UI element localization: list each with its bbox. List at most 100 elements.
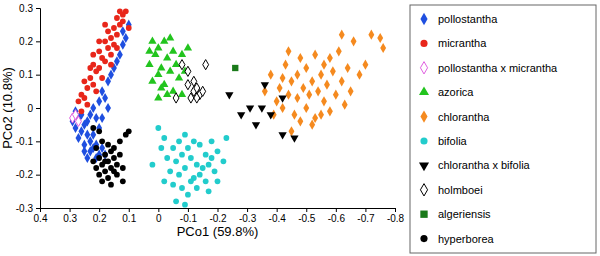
point bbox=[318, 70, 324, 80]
point bbox=[278, 132, 286, 139]
legend-label: hyperborea bbox=[438, 233, 495, 245]
point bbox=[157, 63, 165, 70]
point bbox=[96, 155, 102, 161]
point bbox=[117, 152, 123, 158]
tick: -0.2 bbox=[209, 208, 227, 224]
legend: pollostanthamicranthapollostantha x micr… bbox=[410, 5, 596, 253]
point bbox=[84, 85, 90, 91]
point bbox=[194, 162, 200, 168]
point bbox=[327, 106, 333, 116]
point bbox=[155, 125, 161, 131]
point bbox=[173, 158, 179, 164]
point bbox=[108, 35, 114, 41]
point bbox=[164, 155, 170, 161]
point bbox=[206, 188, 212, 194]
point bbox=[178, 90, 186, 97]
point bbox=[90, 125, 96, 131]
point bbox=[297, 116, 303, 126]
point bbox=[87, 75, 93, 81]
point bbox=[179, 185, 185, 191]
points bbox=[70, 8, 387, 207]
tick-label: -0.5 bbox=[298, 213, 316, 224]
point bbox=[184, 43, 192, 50]
point bbox=[90, 52, 96, 58]
point bbox=[200, 86, 206, 96]
tick-mark bbox=[36, 175, 40, 176]
point bbox=[258, 106, 266, 113]
tick-mark bbox=[306, 208, 307, 212]
x-axis-title: PCo1 (59.8%) bbox=[177, 224, 259, 239]
point bbox=[197, 142, 203, 148]
point bbox=[111, 155, 117, 161]
point bbox=[90, 82, 96, 88]
point bbox=[309, 76, 315, 86]
point bbox=[126, 128, 132, 134]
legend-label: chlorantha x bifolia bbox=[438, 159, 531, 171]
point bbox=[102, 168, 108, 174]
series bbox=[173, 60, 208, 104]
point bbox=[178, 50, 186, 57]
point bbox=[99, 178, 105, 184]
tick-mark bbox=[277, 208, 278, 212]
point bbox=[105, 45, 111, 51]
point bbox=[102, 93, 108, 103]
legend-box bbox=[410, 5, 596, 253]
tick-label: -0.2 bbox=[16, 169, 34, 180]
point bbox=[172, 60, 180, 67]
tick-label: -0.8 bbox=[387, 213, 405, 224]
point bbox=[194, 93, 200, 103]
point bbox=[252, 122, 260, 129]
point bbox=[96, 48, 102, 54]
tick: 0.2 bbox=[19, 36, 40, 47]
point bbox=[154, 70, 162, 77]
tick-label: 0.4 bbox=[34, 213, 48, 224]
point bbox=[161, 135, 167, 141]
point bbox=[209, 138, 215, 144]
point bbox=[342, 100, 348, 110]
point bbox=[99, 138, 105, 144]
tick-label: 0 bbox=[27, 103, 33, 114]
point bbox=[283, 60, 289, 70]
tick-mark bbox=[365, 208, 366, 212]
point bbox=[380, 43, 386, 53]
y-axis: -0.3-0.2-0.100.10.20.3 bbox=[16, 3, 41, 214]
point bbox=[105, 175, 111, 181]
point bbox=[166, 33, 174, 40]
point bbox=[286, 46, 292, 56]
point bbox=[176, 172, 182, 178]
legend-label: pollostantha x micrantha bbox=[438, 62, 558, 74]
chart: 0.40.30.20.10-0.1-0.2-0.3-0.4-0.5-0.6-0.… bbox=[0, 0, 600, 256]
point bbox=[120, 178, 126, 184]
point bbox=[185, 145, 191, 151]
point bbox=[268, 70, 274, 80]
series bbox=[76, 8, 132, 114]
legend-symbol bbox=[420, 184, 427, 196]
point bbox=[289, 76, 295, 86]
point bbox=[280, 73, 286, 83]
point bbox=[150, 162, 156, 168]
point bbox=[126, 25, 132, 31]
point bbox=[197, 172, 203, 178]
tick-mark bbox=[36, 108, 40, 109]
tick: -0.7 bbox=[357, 208, 375, 224]
point bbox=[102, 158, 108, 164]
series bbox=[232, 65, 238, 71]
tick: -0.4 bbox=[269, 208, 287, 224]
point bbox=[191, 76, 197, 86]
point bbox=[76, 133, 82, 143]
point bbox=[223, 135, 229, 141]
legend-symbol bbox=[419, 162, 429, 171]
point bbox=[148, 37, 156, 44]
point bbox=[290, 136, 298, 143]
point bbox=[215, 178, 221, 184]
point bbox=[76, 98, 82, 104]
tick-label: -0.7 bbox=[357, 213, 375, 224]
point bbox=[157, 83, 165, 90]
tick-label: -0.3 bbox=[239, 213, 257, 224]
point bbox=[182, 202, 188, 208]
point bbox=[303, 103, 309, 113]
point bbox=[185, 192, 191, 198]
point bbox=[339, 76, 345, 86]
tick-label: 0 bbox=[156, 213, 162, 224]
tick-mark bbox=[395, 208, 396, 212]
